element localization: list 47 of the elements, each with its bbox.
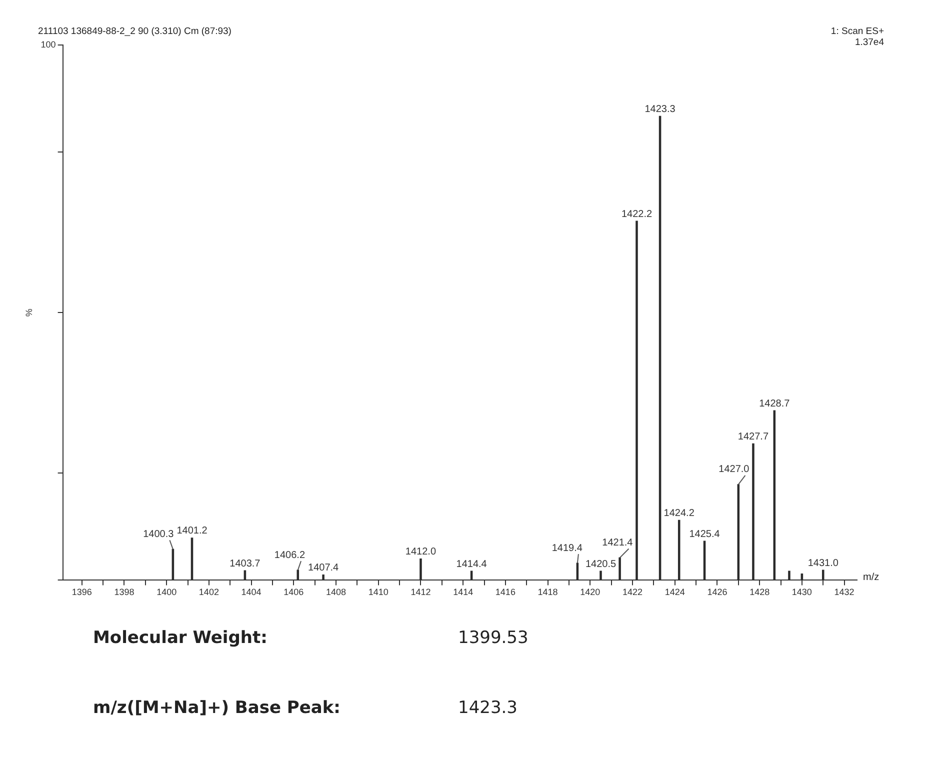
annotation: 1400.3 — [143, 528, 174, 540]
x-tick-label: 1424 — [664, 587, 685, 598]
x-axis-title: m/z — [863, 572, 880, 583]
x-tick-label: 1412 — [410, 587, 431, 598]
annotation: 1422.2 — [621, 208, 652, 220]
annotation: 1406.2 — [274, 550, 306, 561]
annotation: 1424.2 — [664, 508, 695, 520]
text: 1: Scan ES+ — [830, 26, 884, 37]
x-tick-label: 1404 — [241, 587, 262, 598]
chart-title: 211103 136849-88-2_2 90 (3.310) Cm (87:93) — [38, 26, 232, 37]
x-tick-label: 1408 — [326, 587, 346, 598]
x-tick-label: 1396 — [72, 587, 92, 598]
x-tick-label: 1418 — [538, 587, 558, 598]
x-tick-label: 1410 — [368, 587, 388, 598]
annotation: 1407.4 — [308, 562, 340, 574]
x-tick-label: 1426 — [707, 587, 728, 598]
annotation: 1425.4 — [689, 528, 720, 540]
annotation: 1412.0 — [405, 546, 436, 558]
annotation: 1427.0 — [718, 464, 750, 476]
text: 1399.53 — [458, 628, 528, 648]
annotation: 1414.4 — [456, 558, 488, 570]
annotation: 1401.2 — [176, 526, 208, 537]
x-tick-label: 1416 — [495, 587, 516, 598]
x-tick-label: 1406 — [284, 587, 304, 598]
x-tick-label: 1400 — [156, 587, 177, 598]
annotation: 1428.7 — [759, 398, 790, 410]
annotation: 1423.3 — [644, 104, 676, 115]
annotation: 1431.0 — [808, 558, 839, 569]
x-tick-label: 1402 — [198, 587, 219, 598]
annotation: 1427.7 — [738, 431, 769, 442]
x-tick-label: 1414 — [453, 587, 474, 598]
annotation: 1421.4 — [602, 537, 634, 548]
x-tick-label: 1428 — [750, 587, 770, 598]
text: m/z([M+Na]+) Base Peak: — [93, 698, 340, 718]
annotation: 1.37e4 — [854, 37, 884, 48]
text: Molecular Weight: — [93, 628, 268, 648]
annotation: 1420.5 — [585, 558, 616, 570]
annotation: 1419.4 — [552, 542, 583, 554]
text: 1423.3 — [458, 698, 518, 718]
x-tick-label: 1398 — [114, 587, 134, 598]
y-axis-title: % — [24, 308, 34, 317]
x-tick-label: 1422 — [622, 587, 643, 598]
x-tick-label: 1430 — [792, 587, 812, 598]
y-tick-label: 100 — [40, 39, 56, 50]
annotation: 1403.7 — [230, 558, 261, 570]
x-tick-label: 1432 — [834, 587, 854, 598]
x-tick-label: 1420 — [580, 587, 600, 598]
